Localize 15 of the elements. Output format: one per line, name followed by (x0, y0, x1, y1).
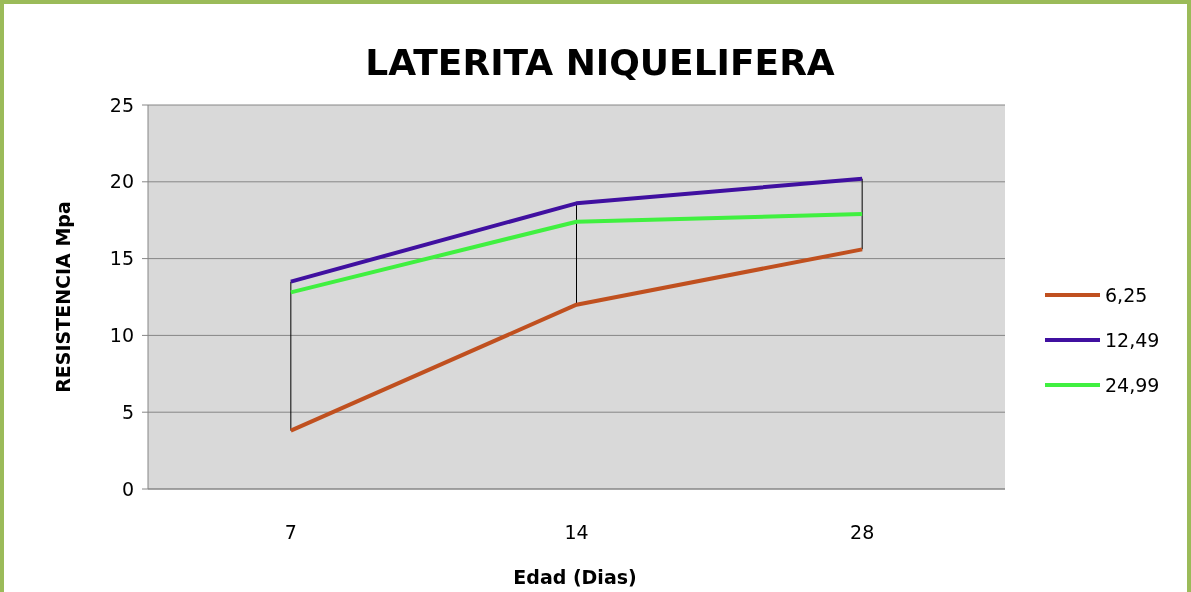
x-tick-label: 7 (284, 521, 297, 543)
x-tick-label: 28 (850, 521, 875, 543)
x-axis-title: Edad (Dias) (513, 566, 637, 588)
y-axis-title: RESISTENCIA Mpa (52, 201, 74, 393)
y-tick-label: 10 (109, 324, 134, 347)
legend-label: 6,25 (1105, 283, 1148, 306)
chart-title: LATERITA NIQUELIFERA (365, 42, 835, 83)
legend-label: 12,49 (1105, 328, 1160, 351)
legend-label: 24,99 (1105, 373, 1160, 396)
y-tick-label: 5 (121, 400, 134, 423)
y-tick-label: 20 (109, 170, 134, 193)
y-tick-label: 0 (121, 477, 134, 500)
y-tick-label: 25 (109, 93, 134, 116)
y-tick-label: 15 (109, 247, 134, 270)
x-tick-label: 14 (564, 521, 589, 543)
